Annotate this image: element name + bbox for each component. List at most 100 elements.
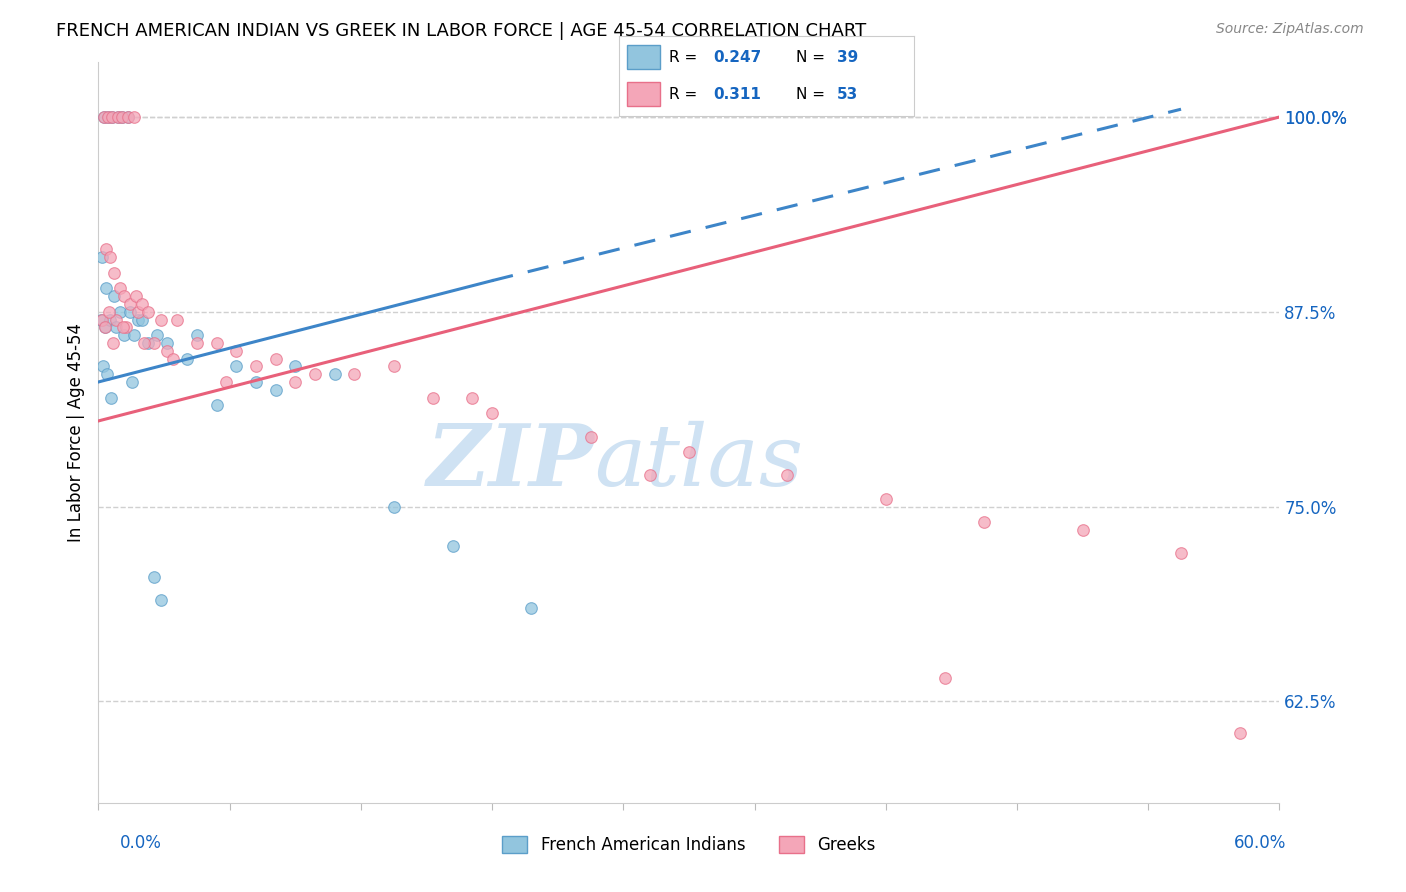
Point (205, 336, 228, 351)
Text: 0.311: 0.311 (713, 87, 761, 102)
Point (118, 297, 141, 311)
Point (105, 320, 128, 334)
Point (146, 328, 169, 343)
Point (117, 110, 139, 124)
Point (103, 266, 125, 280)
Point (156, 336, 179, 351)
Point (382, 500, 405, 514)
Point (96, 243, 118, 257)
Point (461, 391, 484, 405)
Point (142, 336, 165, 351)
Point (264, 383, 287, 397)
Point (96, 367, 118, 381)
Point (284, 375, 307, 389)
Text: N =: N = (796, 50, 830, 65)
Point (934, 671, 956, 685)
FancyBboxPatch shape (627, 45, 659, 70)
Y-axis label: In Labor Force | Age 45-54: In Labor Force | Age 45-54 (66, 323, 84, 542)
FancyBboxPatch shape (627, 82, 659, 106)
Text: 0.247: 0.247 (713, 50, 762, 65)
Point (118, 305, 141, 319)
Point (1170, 546, 1192, 560)
Point (97, 110, 120, 124)
Point (245, 375, 267, 389)
Point (1229, 725, 1251, 739)
Point (186, 328, 208, 343)
Point (107, 110, 129, 124)
Point (776, 468, 799, 483)
Point (93, 110, 115, 124)
Point (91, 250, 114, 264)
Text: ZIP: ZIP (426, 420, 595, 504)
Text: Source: ZipAtlas.com: Source: ZipAtlas.com (1216, 22, 1364, 37)
Point (166, 312, 188, 326)
Point (176, 351, 198, 366)
Text: R =: R = (669, 87, 707, 102)
Point (94, 320, 117, 334)
Point (112, 328, 135, 343)
Point (638, 468, 661, 483)
Point (136, 336, 159, 351)
Text: R =: R = (669, 50, 702, 65)
Point (121, 375, 143, 389)
Point (108, 305, 131, 319)
Point (520, 601, 543, 615)
Point (264, 351, 287, 366)
Point (132, 336, 155, 351)
Point (103, 336, 125, 351)
Point (1071, 523, 1094, 537)
Point (98, 312, 121, 326)
Point (100, 391, 122, 405)
Point (94, 320, 117, 334)
Point (93, 110, 115, 124)
Text: 60.0%: 60.0% (1234, 834, 1286, 852)
Point (343, 367, 366, 381)
Point (103, 289, 125, 303)
Point (111, 110, 134, 124)
Point (441, 539, 464, 553)
Point (125, 289, 148, 303)
Point (122, 110, 145, 124)
Point (122, 328, 145, 343)
Point (323, 367, 346, 381)
Point (112, 289, 135, 303)
Point (225, 359, 247, 374)
Point (117, 110, 139, 124)
Point (382, 359, 405, 374)
Point (131, 312, 153, 326)
Point (481, 406, 503, 420)
Point (973, 515, 995, 529)
Point (98, 250, 121, 264)
Point (111, 110, 134, 124)
Point (127, 312, 149, 326)
Point (127, 305, 149, 319)
Point (96, 281, 118, 295)
Point (91, 312, 114, 326)
Point (245, 359, 267, 374)
Point (90, 312, 112, 326)
Point (205, 398, 228, 412)
Point (115, 320, 138, 334)
Point (107, 110, 129, 124)
Text: N =: N = (796, 87, 830, 102)
Point (678, 445, 700, 459)
Point (98, 305, 121, 319)
Point (131, 297, 153, 311)
Point (215, 375, 238, 389)
Point (422, 391, 444, 405)
Point (108, 281, 131, 295)
Point (156, 343, 179, 358)
Point (162, 351, 184, 366)
Point (101, 110, 124, 124)
Text: 0.0%: 0.0% (120, 834, 162, 852)
Point (142, 570, 165, 584)
Legend: French American Indians, Greeks: French American Indians, Greeks (496, 830, 882, 861)
Text: 39: 39 (837, 50, 859, 65)
Point (93, 359, 115, 374)
Point (97, 110, 120, 124)
Point (150, 312, 173, 326)
Point (112, 320, 135, 334)
Point (150, 593, 173, 607)
Point (579, 429, 602, 443)
Point (284, 359, 307, 374)
